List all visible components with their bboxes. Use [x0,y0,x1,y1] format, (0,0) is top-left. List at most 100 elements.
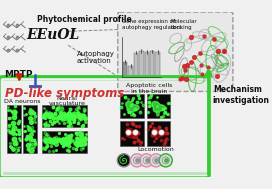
Point [65,112,70,115]
Point [8,131,13,134]
Point [57,114,61,117]
Point [58,113,63,116]
Point [22,130,26,133]
Point [74,147,79,150]
Point [68,138,72,141]
Point [73,143,78,146]
Point [17,129,22,132]
Point [64,140,68,143]
Point [9,145,13,148]
Point [43,115,47,118]
Point [51,117,55,120]
Point [133,125,138,128]
Point [167,101,171,104]
Point [144,159,149,162]
Point [16,122,20,125]
Point [149,94,153,97]
Point [42,148,47,151]
Point [43,124,48,127]
Circle shape [150,154,163,167]
Point [136,132,140,135]
Point [29,121,33,124]
Point [127,111,131,114]
Point [11,130,15,133]
Point [61,122,66,125]
Point [138,140,143,143]
Point [43,122,47,125]
Point [164,129,168,132]
Point [14,143,18,146]
Point [70,117,75,120]
Point [64,142,69,145]
Point [126,131,130,134]
Point [52,116,57,119]
Point [206,65,210,68]
Point [83,142,87,145]
Point [55,120,60,123]
Point [13,105,17,108]
Point [63,132,67,136]
Point [28,108,32,111]
Point [70,112,74,115]
Point [82,110,86,113]
Point [55,116,60,119]
Point [132,114,137,117]
Point [27,127,32,130]
Polygon shape [156,112,160,116]
Text: MPTP: MPTP [4,70,33,79]
Point [6,24,10,27]
Point [29,111,33,114]
Point [41,114,45,117]
Point [70,115,74,118]
Point [53,113,58,116]
Point [67,136,71,139]
Point [67,124,71,127]
Point [67,110,71,113]
Point [162,141,167,144]
Point [154,159,158,162]
Point [47,113,52,116]
Point [26,143,30,146]
Point [7,108,12,111]
Point [75,133,79,136]
Point [59,138,64,141]
Point [32,143,37,146]
Point [24,112,28,115]
Point [66,141,71,144]
Point [56,139,61,142]
Point [78,148,83,151]
Point [212,38,217,41]
Point [77,115,81,118]
Point [13,110,17,113]
Point [54,139,58,142]
Point [64,139,69,142]
Text: Locomotion: Locomotion [137,147,174,152]
Point [136,140,140,143]
Point [11,147,16,150]
Point [222,50,226,53]
Point [152,127,156,130]
Point [11,131,16,134]
Point [122,112,126,115]
Point [188,60,193,64]
Point [43,139,47,142]
Text: Phytochemical profile: Phytochemical profile [37,15,131,24]
Point [222,49,226,52]
Point [81,147,85,150]
Point [123,95,127,98]
Point [6,105,10,108]
Point [60,137,65,140]
Text: Apoptotic cells
in the brain: Apoptotic cells in the brain [126,83,172,94]
Point [43,112,48,115]
Point [146,104,151,107]
Point [47,149,51,152]
Point [13,113,17,116]
Point [64,136,68,139]
Point [78,116,82,119]
Point [72,116,76,119]
Point [76,131,80,134]
Point [61,140,66,143]
Point [66,141,70,144]
Point [75,141,80,144]
Point [49,137,53,140]
